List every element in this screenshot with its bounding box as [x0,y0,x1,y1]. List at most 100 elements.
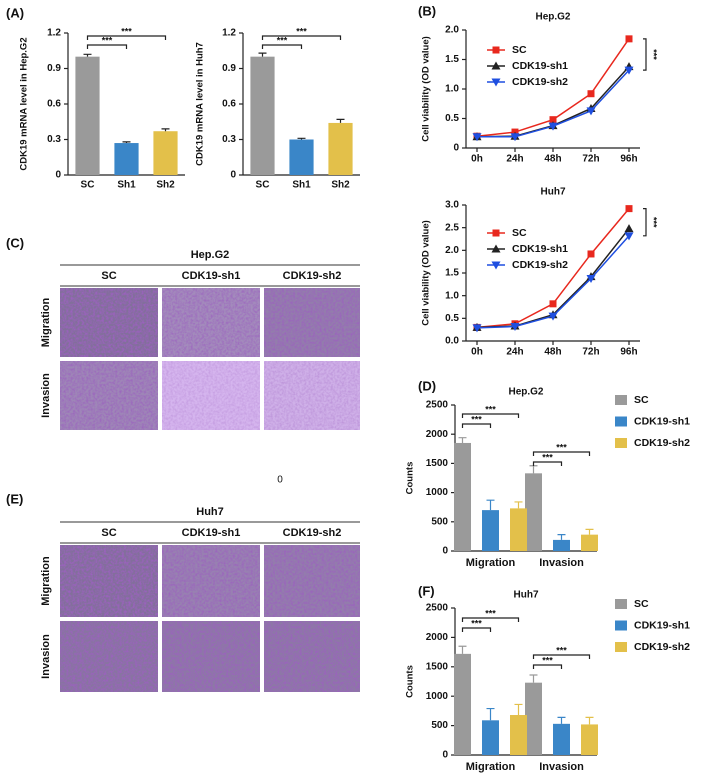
significance-label: *** [471,414,482,424]
marker [624,232,634,241]
x-tick-label: Sh2 [331,180,350,191]
marker [492,46,500,54]
micrograph [162,545,260,617]
y-tick-label: 0 [442,546,448,557]
y-tick-label: 0.0 [445,336,459,347]
y-tick-label: 0 [230,170,236,181]
error-bar [557,534,566,540]
y-tick-label: 1.5 [445,268,459,279]
error-bar [585,528,594,535]
x-tick-label: Sh1 [292,180,311,191]
significance-bracket [86,44,128,49]
y-tick-label: 0.9 [222,63,236,74]
x-tick-label: Sh2 [156,180,175,191]
y-axis-label: Counts [405,462,416,495]
error-bar [585,716,594,725]
row-label: Migration [40,297,52,347]
marker [624,66,634,75]
x-tick-label: 0h [471,154,483,165]
significance-label: *** [277,35,288,45]
y-tick-label: 2000 [426,632,449,643]
y-axis-label: Cell viability (OD value) [421,220,432,326]
legend-swatch [615,416,627,427]
legend-label: CDK19-sh2 [512,259,568,271]
error-bar [529,465,538,474]
error-bar [529,674,538,683]
significance-label: *** [542,655,553,665]
legend-label: CDK19-sh1 [512,243,568,255]
significance-bracket [532,461,563,466]
stray-text: 0 [277,475,283,486]
micrograph [60,288,158,357]
bar [553,539,570,551]
legend-swatch [615,642,627,652]
error-bar [336,118,345,123]
legend-label: CDK19-sh1 [634,619,690,631]
bar [75,56,100,175]
row-label: Invasion [40,634,52,679]
error-bar [458,645,467,654]
x-tick-label: 96h [620,347,637,358]
legend-label: SC [634,598,649,610]
x-tick-label: 48h [544,154,561,165]
legend-label: CDK19-sh2 [634,641,690,653]
bar [454,442,471,551]
error-bar [486,707,495,721]
bar [114,143,139,175]
significance-bracket [261,44,303,49]
column-label: CDK19-sh1 [182,527,241,539]
y-tick-label: 0.9 [47,63,61,74]
panel-label: (C) [6,235,24,250]
chart-title: Huh7 [514,590,539,601]
x-tick-label: SC [81,180,95,191]
legend-label: CDK19-sh1 [634,415,690,427]
significance-bracket [532,664,563,669]
legend-swatch [615,599,627,609]
marker [624,224,634,233]
marker [491,244,501,253]
marker [510,133,520,142]
marker [472,133,482,142]
y-tick-label: 1.2 [47,28,61,39]
y-tick-label: 0.3 [222,134,236,145]
bar [525,473,542,551]
x-tick-label: Sh1 [117,180,136,191]
significance-label: *** [556,645,567,655]
significance-label: *** [471,618,482,628]
micrograph [162,288,260,357]
micrograph [162,621,260,692]
column-label: CDK19-sh1 [182,270,241,282]
panel-label: (F) [418,583,435,598]
bar [510,715,527,755]
chart-title: Huh7 [541,187,566,198]
bar [328,122,353,175]
column-label: SC [101,527,116,539]
y-axis-label: CDK19 mRNA level in Huh7 [195,42,206,166]
marker [548,122,558,131]
y-axis-label: CDK19 mRNA level in Hep.G2 [19,37,30,170]
y-tick-label: 2500 [426,603,449,614]
bar [581,724,598,755]
bar [510,508,527,551]
y-tick-label: 2.0 [445,25,459,36]
y-tick-label: 0 [453,143,459,154]
y-tick-label: 3.0 [445,200,459,211]
bar [482,720,499,755]
error-bar [83,53,92,57]
x-tick-label: Invasion [539,761,584,773]
y-tick-label: 1500 [426,458,449,469]
y-tick-label: 2.5 [445,222,459,233]
x-tick-label: Invasion [539,557,584,569]
y-tick-label: 1.2 [222,28,236,39]
legend-label: SC [512,44,527,56]
y-tick-label: 0.3 [47,134,61,145]
y-tick-label: 0.5 [445,313,459,324]
significance-bracket [461,413,520,418]
error-bar [514,501,523,509]
legend-label: CDK19-sh2 [512,76,568,88]
marker [510,322,520,331]
error-bar [458,437,467,443]
y-tick-label: 0 [55,170,61,181]
micrograph [264,545,360,617]
micrograph [162,361,260,430]
